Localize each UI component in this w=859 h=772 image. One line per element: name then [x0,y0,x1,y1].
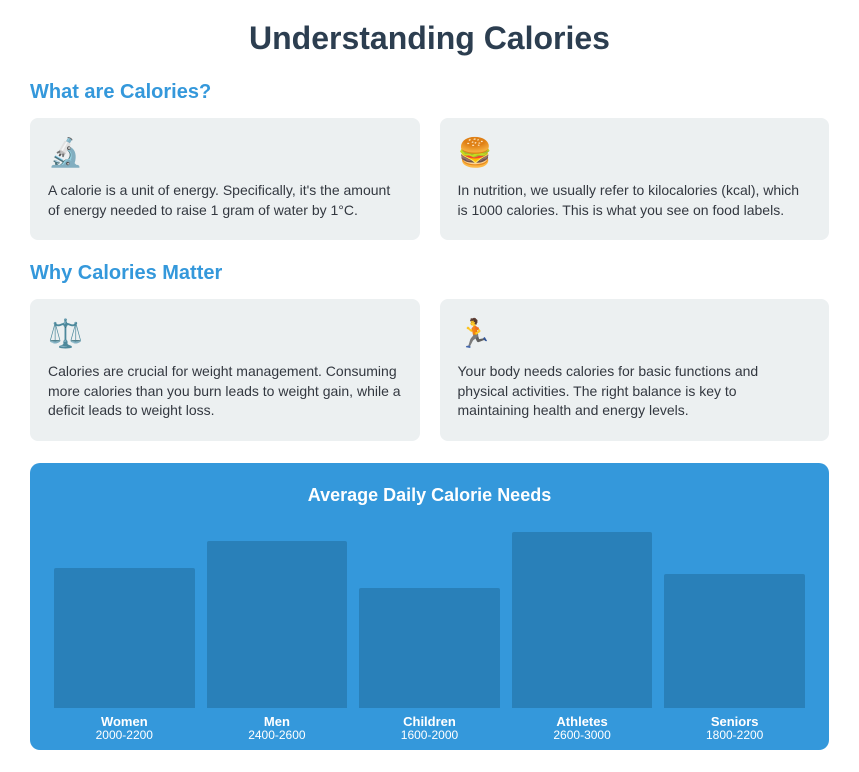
scale-icon: ⚖️ [48,317,402,350]
bar-range: 1800-2200 [706,729,763,742]
bar [207,541,348,708]
bar-label: Seniors [711,714,759,729]
bars-wrap: Women2000-2200Men2400-2600Children1600-2… [54,532,805,742]
bar-label: Athletes [556,714,607,729]
microscope-icon: 🔬 [48,136,402,169]
bar-range: 2400-2600 [248,729,305,742]
bar-col: Women2000-2200 [54,532,195,742]
runner-icon: 🏃 [458,317,812,350]
bar [54,568,195,708]
bar-col: Children1600-2000 [359,532,500,742]
section-heading-why: Why Calories Matter [30,262,829,285]
bar-range: 2600-3000 [553,729,610,742]
burger-icon: 🍔 [458,136,812,169]
section-heading-what: What are Calories? [30,81,829,104]
bar-col: Athletes2600-3000 [512,532,653,742]
bar [512,532,653,708]
card-weight: ⚖️ Calories are crucial for weight manag… [30,299,420,441]
card-text: Calories are crucial for weight manageme… [48,362,402,421]
bar [664,574,805,707]
bar-col: Seniors1800-2200 [664,532,805,742]
page-title: Understanding Calories [30,20,829,57]
chart-title: Average Daily Calorie Needs [54,485,805,506]
card-definition: 🔬 A calorie is a unit of energy. Specifi… [30,118,420,240]
bar-label: Women [101,714,148,729]
card-energy: 🏃 Your body needs calories for basic fun… [440,299,830,441]
chart-panel: Average Daily Calorie Needs Women2000-22… [30,463,829,750]
bar [359,588,500,708]
bar-col: Men2400-2600 [207,532,348,742]
card-row-why: ⚖️ Calories are crucial for weight manag… [30,299,829,441]
card-kcal: 🍔 In nutrition, we usually refer to kilo… [440,118,830,240]
bar-label: Children [403,714,456,729]
card-text: A calorie is a unit of energy. Specifica… [48,181,402,220]
card-row-what: 🔬 A calorie is a unit of energy. Specifi… [30,118,829,240]
bar-range: 2000-2200 [96,729,153,742]
card-text: Your body needs calories for basic funct… [458,362,812,421]
bar-range: 1600-2000 [401,729,458,742]
bar-label: Men [264,714,290,729]
card-text: In nutrition, we usually refer to kiloca… [458,181,812,220]
